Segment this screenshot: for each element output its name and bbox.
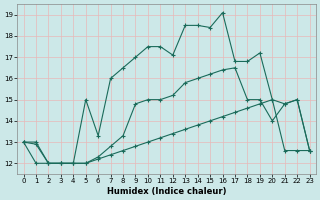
X-axis label: Humidex (Indice chaleur): Humidex (Indice chaleur) [107, 187, 226, 196]
